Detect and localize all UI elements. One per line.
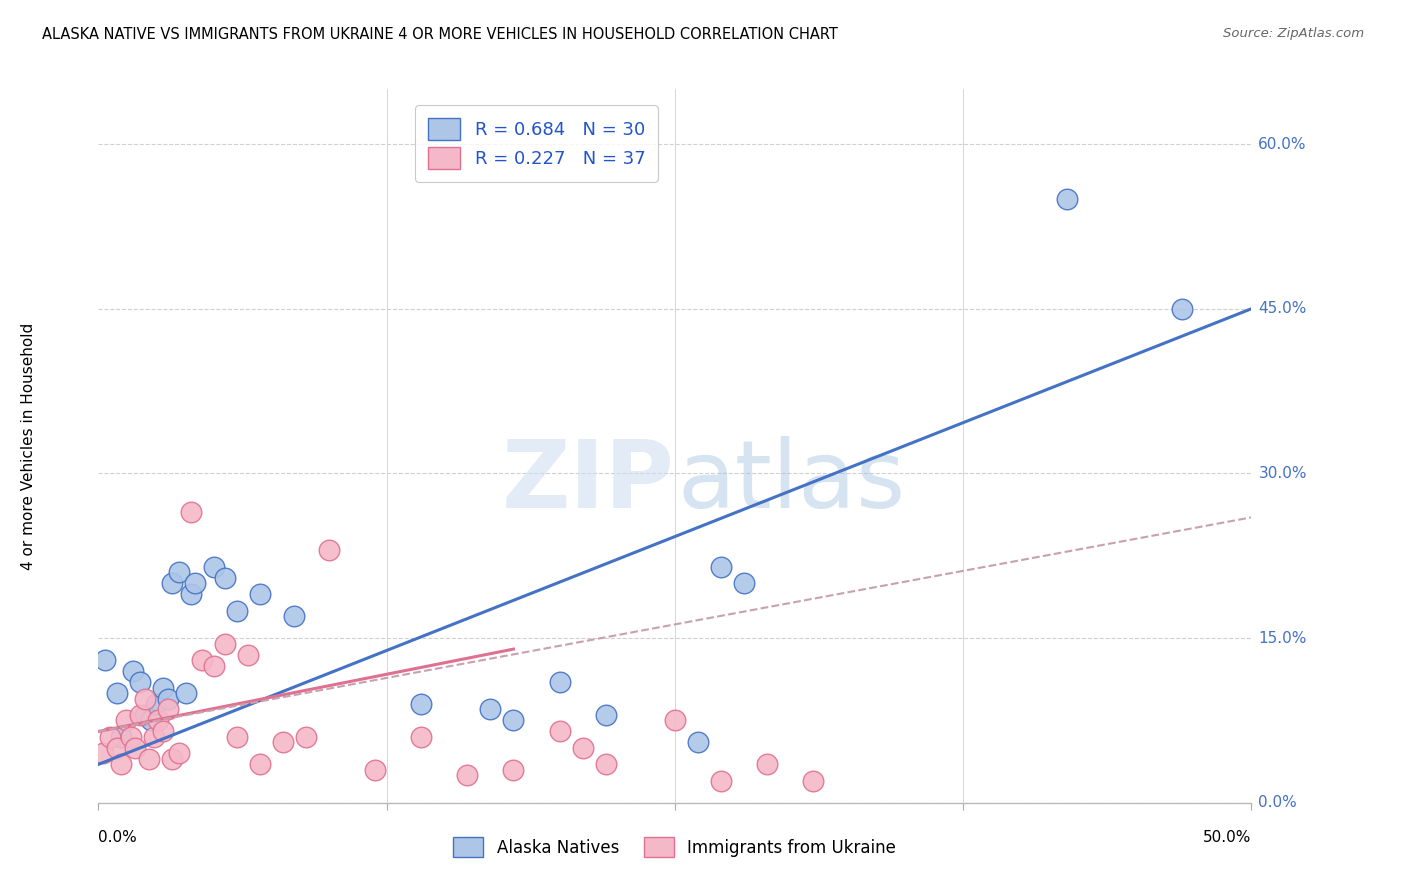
Point [174, 686, 197, 700]
Point [664, 714, 686, 728]
Point [129, 708, 152, 723]
Point [249, 757, 271, 772]
Point [184, 576, 207, 591]
Point [122, 664, 145, 678]
Point [141, 714, 163, 728]
Point [733, 576, 755, 591]
Point [115, 714, 138, 728]
Point [595, 757, 617, 772]
Point [411, 730, 433, 744]
Point [318, 543, 340, 558]
Text: 4 or more Vehicles in Household: 4 or more Vehicles in Household [21, 322, 35, 570]
Point [479, 702, 502, 716]
Text: 60.0%: 60.0% [1258, 136, 1306, 152]
Point [801, 773, 824, 788]
Text: 0.0%: 0.0% [98, 830, 138, 845]
Point [167, 747, 190, 761]
Point [364, 763, 387, 777]
Legend: Alaska Natives, Immigrants from Ukraine: Alaska Natives, Immigrants from Ukraine [446, 829, 904, 866]
Point [225, 604, 247, 618]
Text: 15.0%: 15.0% [1258, 631, 1306, 646]
Point [94, 653, 117, 667]
Point [502, 714, 524, 728]
Point [1171, 301, 1194, 316]
Point [225, 730, 247, 744]
Point [105, 740, 128, 755]
Text: 45.0%: 45.0% [1258, 301, 1306, 317]
Point [548, 675, 571, 690]
Point [191, 653, 214, 667]
Point [180, 505, 202, 519]
Point [710, 773, 733, 788]
Point [167, 566, 190, 580]
Text: 0.0%: 0.0% [1258, 796, 1298, 810]
Point [238, 648, 260, 662]
Point [710, 559, 733, 574]
Point [110, 757, 132, 772]
Point [91, 747, 114, 761]
Point [411, 697, 433, 711]
Point [124, 740, 146, 755]
Point [160, 576, 183, 591]
Point [148, 714, 170, 728]
Point [134, 708, 156, 723]
Text: 30.0%: 30.0% [1258, 466, 1306, 481]
Point [152, 681, 174, 695]
Point [145, 697, 167, 711]
Point [156, 691, 179, 706]
Point [152, 724, 174, 739]
Point [214, 571, 236, 585]
Point [105, 686, 128, 700]
Point [283, 609, 305, 624]
Point [142, 730, 165, 744]
Text: 50.0%: 50.0% [1204, 830, 1251, 845]
Point [110, 730, 132, 744]
Point [456, 768, 478, 782]
Point [138, 752, 160, 766]
Point [98, 730, 121, 744]
Point [202, 559, 225, 574]
Point [595, 708, 617, 723]
Point [548, 724, 571, 739]
Point [271, 735, 294, 749]
Point [120, 730, 142, 744]
Point [180, 587, 202, 601]
Point [571, 740, 593, 755]
Text: atlas: atlas [678, 435, 905, 528]
Point [502, 763, 524, 777]
Point [134, 691, 156, 706]
Text: Source: ZipAtlas.com: Source: ZipAtlas.com [1223, 27, 1364, 40]
Point [160, 752, 183, 766]
Point [756, 757, 779, 772]
Point [686, 735, 709, 749]
Point [156, 702, 179, 716]
Text: ZIP: ZIP [502, 435, 675, 528]
Point [214, 637, 236, 651]
Text: ALASKA NATIVE VS IMMIGRANTS FROM UKRAINE 4 OR MORE VEHICLES IN HOUSEHOLD CORRELA: ALASKA NATIVE VS IMMIGRANTS FROM UKRAINE… [42, 27, 838, 42]
Point [249, 587, 271, 601]
Point [202, 658, 225, 673]
Point [1056, 192, 1078, 206]
Point [129, 675, 152, 690]
Point [295, 730, 318, 744]
